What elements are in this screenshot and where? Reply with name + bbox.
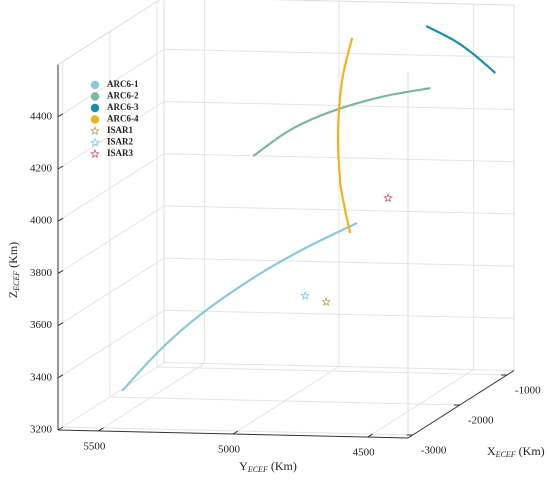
legend-label: ARC6-3 xyxy=(107,102,139,112)
legend-marker xyxy=(90,125,100,136)
ylabel-label-part: Y xyxy=(239,459,248,473)
zlabel-label-part: Z xyxy=(6,291,20,298)
grid-line xyxy=(57,362,165,431)
z-tick-label: 4000 xyxy=(30,215,53,227)
z-tick xyxy=(57,269,64,274)
x-axis xyxy=(407,370,515,439)
z-tick-label: 3600 xyxy=(30,319,53,331)
xlabel-label: XECEF (Km) xyxy=(487,444,545,459)
zlabel-label-part: (Km) xyxy=(6,242,20,271)
box-edge xyxy=(57,0,161,66)
xlabel-label-part: ECEF xyxy=(495,450,516,459)
point xyxy=(383,192,393,203)
z-tick xyxy=(57,374,64,379)
z-tick xyxy=(57,113,64,118)
legend-marker xyxy=(90,103,100,113)
grid-line xyxy=(232,366,340,435)
grid-line xyxy=(57,257,165,327)
z-tick xyxy=(57,165,64,170)
xlabel-label-part: X xyxy=(487,444,496,458)
y-tick-label: 4500 xyxy=(353,447,376,459)
grid-line xyxy=(109,396,460,406)
y-tick xyxy=(232,430,239,435)
x-tick-label: -2000 xyxy=(468,415,494,427)
legend-label: ISAR2 xyxy=(107,137,134,147)
legend-marker xyxy=(90,115,100,124)
legend-marker xyxy=(90,80,100,90)
grid-line xyxy=(156,366,507,376)
zlabel-label: ZECEF (Km) xyxy=(6,242,21,298)
grid-line xyxy=(57,101,165,170)
grid-line xyxy=(57,309,165,379)
line xyxy=(252,87,431,158)
z-tick xyxy=(57,426,64,431)
grid-line xyxy=(367,369,474,438)
grid-line xyxy=(57,205,165,274)
z-tick-label: 4400 xyxy=(30,110,53,122)
legend-label: ARC6-1 xyxy=(107,79,139,89)
z-tick xyxy=(57,217,64,222)
y-tick xyxy=(98,427,104,432)
box-edge xyxy=(268,0,515,6)
legend-marker xyxy=(90,148,100,159)
z-tick-label: 3800 xyxy=(30,267,53,279)
ylabel-label-part: (Km) xyxy=(268,459,297,473)
legend-label: ARC6-2 xyxy=(107,91,139,101)
x-tick-label: -3000 xyxy=(421,445,447,457)
line xyxy=(336,37,354,234)
zlabel-label-part: ECEF xyxy=(12,271,21,292)
point xyxy=(300,290,311,301)
legend-marker xyxy=(90,92,100,101)
ylabel-label: YECEF (Km) xyxy=(239,459,297,474)
line xyxy=(121,221,358,392)
z-tick-label: 4200 xyxy=(30,163,53,175)
z-tick-label: 3200 xyxy=(30,424,53,436)
z-tick-label: 3400 xyxy=(30,371,53,383)
legend-label: ISAR3 xyxy=(107,148,134,158)
ylabel-label-part: ECEF xyxy=(247,465,268,474)
line xyxy=(425,25,497,74)
legend-marker xyxy=(90,137,100,147)
point xyxy=(321,296,332,307)
legend-label: ISAR1 xyxy=(107,125,134,135)
x-tick-label: -1000 xyxy=(515,385,541,397)
y-tick-label: 5000 xyxy=(218,444,241,456)
xlabel-label-part: (Km) xyxy=(516,444,545,458)
legend-label: ARC6-4 xyxy=(107,114,139,124)
grid-line xyxy=(98,363,205,432)
y-tick-label: 5500 xyxy=(83,440,106,452)
grid-line xyxy=(57,153,165,222)
z-tick xyxy=(57,322,64,327)
y-tick xyxy=(367,433,373,438)
grid-line xyxy=(57,48,165,118)
